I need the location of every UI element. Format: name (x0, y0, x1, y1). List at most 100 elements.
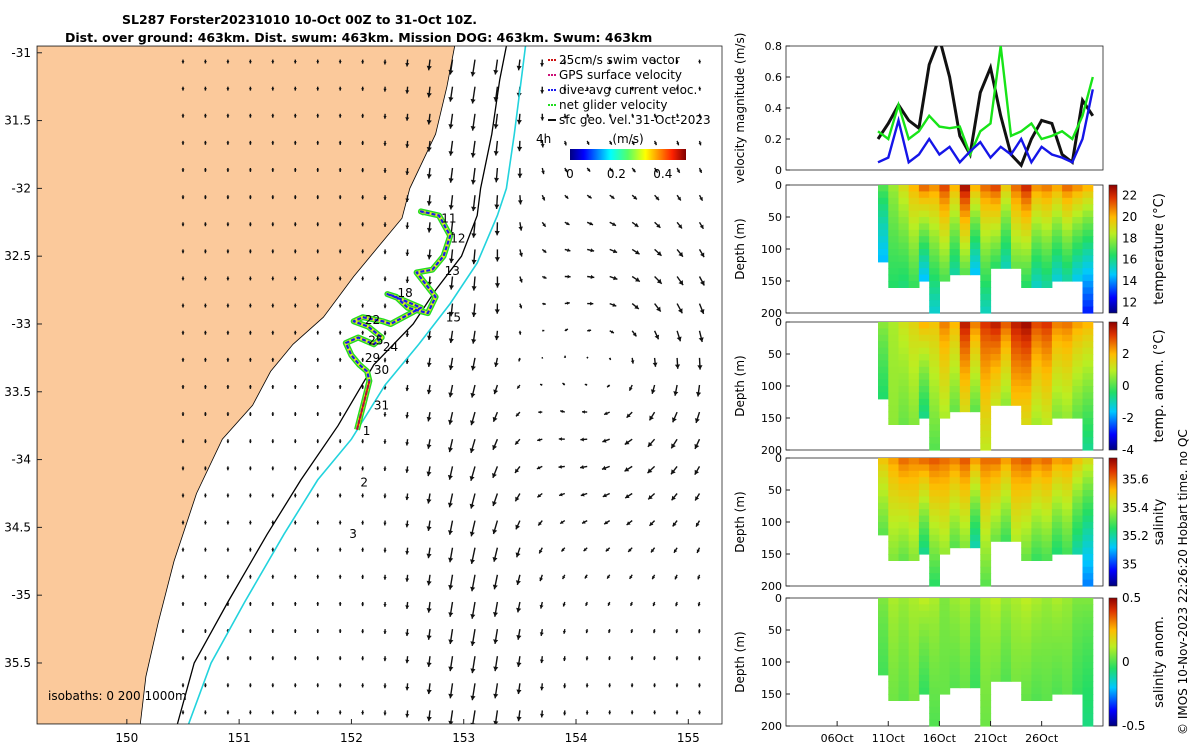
velocity-arrowhead (607, 602, 611, 606)
panel-ytick-label: 50 (768, 348, 782, 361)
heatmap-cell (949, 502, 961, 510)
heatmap-cell (1072, 674, 1084, 682)
velocity-arrowhead (248, 711, 252, 715)
heatmap-cell (1000, 223, 1012, 231)
heatmap-cell (1072, 483, 1084, 491)
velocity-arrowhead (624, 440, 630, 445)
velocity-arrowhead (540, 63, 545, 67)
heatmap-cell (939, 687, 951, 695)
heatmap-cell (908, 483, 920, 491)
heatmap-cell (918, 191, 930, 199)
heatmap-cell (1021, 236, 1032, 244)
heatmap-cell (1021, 483, 1032, 491)
heatmap-cell (1000, 458, 1012, 465)
heatmap-cell (1082, 418, 1094, 425)
heatmap-cell (918, 617, 930, 625)
heatmap-cell (1041, 328, 1053, 336)
heatmap-cell (959, 217, 971, 224)
heatmap-cell (1072, 223, 1084, 231)
velocity-arrowhead (293, 278, 297, 281)
panel-colorbar (1108, 457, 1118, 587)
velocity-arrowhead (675, 61, 679, 64)
velocity-arrowhead (405, 713, 410, 718)
heatmap-cell (918, 328, 930, 336)
heatmap-cell (1082, 470, 1094, 478)
heatmap-cell (980, 223, 992, 231)
heatmap-cell (929, 642, 940, 650)
heatmap-cell (1072, 354, 1084, 361)
velocity-arrowhead (494, 335, 500, 341)
velocity-arrowhead (515, 552, 521, 558)
heatmap-cell (959, 509, 971, 517)
velocity-arrowhead (494, 283, 500, 288)
heatmap-cell (1072, 534, 1084, 542)
heatmap-cell (980, 719, 992, 727)
heatmap-cell (959, 405, 971, 413)
velocity-arrowhead (448, 365, 454, 370)
heatmap-cell (1011, 617, 1022, 625)
velocity-arrowhead (694, 469, 699, 475)
heatmap-cell (1041, 185, 1053, 192)
velocity-arrowhead (694, 418, 700, 423)
heatmap-cell (878, 210, 889, 218)
heatmap-cell (1031, 392, 1043, 400)
heatmap-cell (1041, 687, 1053, 695)
velocity-arrowhead (698, 684, 701, 688)
velocity-arrowhead (537, 438, 541, 442)
heatmap-cell (1021, 541, 1032, 549)
heatmap-cell (939, 458, 951, 465)
heatmap-cell (1031, 610, 1043, 618)
heatmap-cell (1062, 470, 1073, 478)
heatmap-cell (1062, 534, 1073, 542)
heatmap-cell (990, 386, 1002, 393)
colorbar-tick-label: 0.2 (607, 167, 626, 181)
heatmap-cell (1041, 347, 1053, 355)
heatmap-cell (929, 354, 940, 361)
heatmap-cell (1082, 642, 1094, 650)
velocity-arrowhead (699, 197, 703, 201)
heatmap-cell (898, 623, 910, 631)
legend-item-label: net glider velocity (559, 98, 667, 112)
velocity-arrowhead (293, 711, 297, 715)
heatmap-cell (1082, 328, 1094, 336)
velocity-arrowhead (248, 332, 252, 335)
velocity-arrowhead (632, 168, 636, 173)
velocity-arrowhead (678, 224, 682, 229)
velocity-arrowhead (586, 357, 588, 359)
velocity-arrowhead (471, 233, 477, 238)
heatmap-cell (1082, 223, 1094, 231)
heatmap-cell (1082, 522, 1094, 529)
velocity-arrowhead (405, 360, 410, 364)
velocity-arrowhead (652, 603, 656, 607)
velocity-arrowhead (448, 612, 454, 617)
heatmap-cell (959, 373, 971, 381)
velocity-arrowhead (673, 391, 679, 396)
heatmap-cell (1051, 547, 1063, 555)
heatmap-cell (888, 268, 900, 276)
heatmap-cell (1051, 674, 1063, 682)
heatmap-cell (949, 674, 961, 682)
velocity-arrowhead (653, 60, 657, 64)
colorbar-label: temp. anom. (°C) (1152, 329, 1167, 442)
heatmap-cell (1072, 509, 1084, 517)
heatmap-cell (980, 236, 992, 244)
velocity-arrowhead (426, 635, 432, 640)
panel-colorbar (1108, 597, 1118, 727)
heatmap-cell (1082, 236, 1094, 244)
velocity-arrowhead (361, 712, 365, 715)
map-frame (36, 45, 723, 725)
heatmap-cell (888, 411, 900, 419)
heatmap-cell (970, 604, 981, 612)
heatmap-cell (1021, 547, 1032, 555)
heatmap-cell (1051, 681, 1063, 689)
heatmap-cell (1041, 366, 1053, 374)
heatmap-cell (1082, 541, 1094, 549)
heatmap-cell (908, 522, 920, 529)
heatmap-cell (1082, 293, 1094, 301)
heatmap-cell (1000, 242, 1012, 250)
heatmap-cell (888, 547, 900, 555)
heatmap-cell (980, 509, 992, 517)
velocity-arrowhead (204, 603, 207, 606)
heatmap-cell (1011, 668, 1022, 676)
